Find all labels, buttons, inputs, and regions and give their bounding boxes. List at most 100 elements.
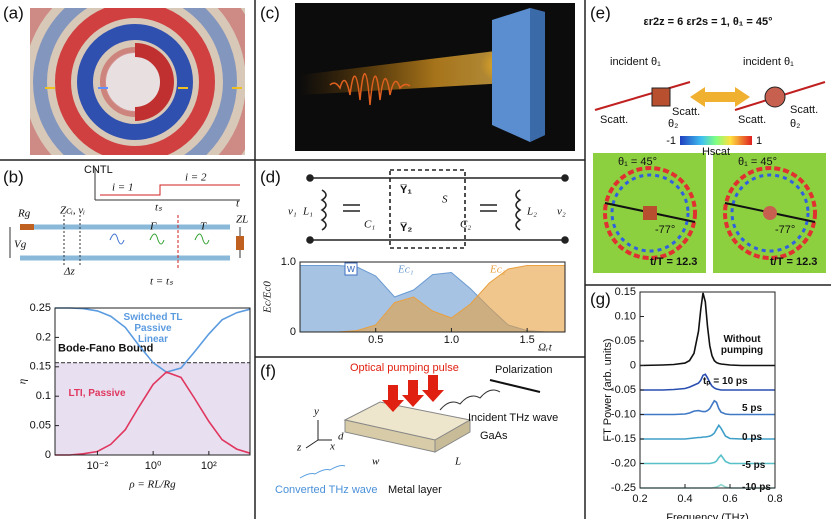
label: incident θ₁ xyxy=(610,56,661,68)
label: T xyxy=(200,221,207,233)
x-tick-label: 10⁰ xyxy=(145,460,162,472)
annotation: 5 ps xyxy=(742,403,762,414)
label: C₁ xyxy=(364,219,375,231)
label: Polarization xyxy=(495,364,552,376)
annotation: Without pumping xyxy=(720,334,764,356)
axes-frame xyxy=(54,307,251,456)
area xyxy=(300,265,565,332)
annotation: Switched TL Passive Linear xyxy=(123,312,183,345)
label: Δz xyxy=(63,266,75,278)
label: v₂ xyxy=(557,206,566,218)
y-axis-label: η xyxy=(17,379,29,384)
y-tick-label: 0.25 xyxy=(30,302,51,314)
panel-a-image xyxy=(30,8,245,155)
y-tick-label: -0.25 xyxy=(611,482,636,494)
panel-d-circuit xyxy=(306,169,569,249)
x-tick-label: 10² xyxy=(201,460,217,472)
annotation-text: tₚ = 10 ps xyxy=(703,376,748,387)
label: Γ xyxy=(149,221,157,233)
panel-label: (a) xyxy=(3,3,24,22)
series-line xyxy=(640,373,775,391)
texts: (a) (b) (c) (d) (e) (f) (g) CNTL i = 1 i… xyxy=(3,3,818,495)
label: Metal layer xyxy=(388,484,442,496)
label: CNTL xyxy=(84,164,113,176)
annotation: LTI, Passive xyxy=(68,388,126,399)
label: t xyxy=(236,198,240,210)
annotation-text: LTI, Passive xyxy=(68,388,126,399)
label: i = 2 xyxy=(185,172,207,184)
x-tick-label: 0.8 xyxy=(767,493,782,505)
panel-label: (b) xyxy=(3,167,24,186)
panel-label: (c) xyxy=(260,3,280,22)
label: t = tₛ xyxy=(150,276,174,288)
label: θ₂ xyxy=(790,118,800,130)
label: Scatt. xyxy=(600,114,628,126)
label: θ₁ = 45° xyxy=(738,156,777,168)
annotation-text: Switched TL Passive Linear xyxy=(123,312,183,345)
label: Vg xyxy=(14,239,27,251)
label: w xyxy=(372,456,380,468)
x-axis-label: Frequency (THz) xyxy=(666,512,749,519)
panel-label: (g) xyxy=(590,289,611,308)
area xyxy=(300,265,565,332)
series-line xyxy=(55,307,251,373)
x-tick-label: 0.6 xyxy=(722,493,737,505)
y-tick-label: -0.15 xyxy=(611,433,636,445)
y-tick-label: 0.15 xyxy=(615,286,636,298)
label: d xyxy=(338,431,344,443)
x-axis-label: Ωᵣt xyxy=(538,342,553,354)
series-line xyxy=(55,371,251,456)
label: ZL xyxy=(236,214,248,226)
y-tick-label: 0.2 xyxy=(36,331,51,343)
label: L₂ xyxy=(526,206,537,218)
y-axis-label: Ec/Ec0 xyxy=(262,281,274,314)
label: x xyxy=(329,441,335,453)
label: 1 xyxy=(756,135,762,147)
y-axis-label: FT Power (arb. units) xyxy=(602,338,614,441)
series-line xyxy=(640,423,775,440)
series-line xyxy=(639,292,775,367)
label: εr2z = 6 εr2s = 1, θ₁ = 45° xyxy=(644,16,773,28)
y-tick-label: -0.10 xyxy=(611,408,636,420)
panel-label: (e) xyxy=(590,3,611,22)
y-tick-label: -0.20 xyxy=(611,457,636,469)
y-tick-label: 0.1 xyxy=(36,390,51,402)
label: t/T = 12.3 xyxy=(770,256,817,268)
label: L xyxy=(454,456,461,468)
panel-c-image xyxy=(295,3,575,151)
x-tick-label: 0.4 xyxy=(677,493,692,505)
label: z xyxy=(296,442,302,454)
label: Hscat xyxy=(702,146,730,158)
annotation: w xyxy=(346,263,355,275)
panel-f-diagram xyxy=(299,375,541,479)
y-tick-label: -0.05 xyxy=(611,384,636,396)
x-tick-label: 1.5 xyxy=(519,334,534,346)
series-line xyxy=(640,399,775,416)
label: -77° xyxy=(655,224,675,236)
annotation: -5 ps xyxy=(742,460,766,471)
x-tick-label: 0.2 xyxy=(632,493,647,505)
label: y xyxy=(313,406,319,418)
label: i = 1 xyxy=(112,182,133,194)
label: Y̅₁ xyxy=(400,184,413,196)
y-tick-label: 0.15 xyxy=(30,361,51,373)
x-tick-label: 0.5 xyxy=(368,334,383,346)
y-tick-label: 0 xyxy=(630,359,636,371)
label: θ₁ = 45° xyxy=(618,156,657,168)
panel-label: (d) xyxy=(260,167,281,186)
bound-label: Bode-Fano Bound xyxy=(58,343,153,355)
x-tick-label: 1.0 xyxy=(444,334,459,346)
annotation-text: -5 ps xyxy=(742,460,766,471)
panel-label: (f) xyxy=(260,361,276,380)
panel-b-circuit xyxy=(9,168,244,270)
series-line xyxy=(640,453,775,465)
annotation-text: Without pumping xyxy=(720,334,764,356)
label: GaAs xyxy=(480,430,508,442)
shaded-region xyxy=(55,362,250,455)
label: Y̅₂ xyxy=(400,222,413,234)
label: t/T = 12.3 xyxy=(650,256,697,268)
y-tick-label: 0.05 xyxy=(30,420,51,432)
annotation-box xyxy=(344,262,358,276)
